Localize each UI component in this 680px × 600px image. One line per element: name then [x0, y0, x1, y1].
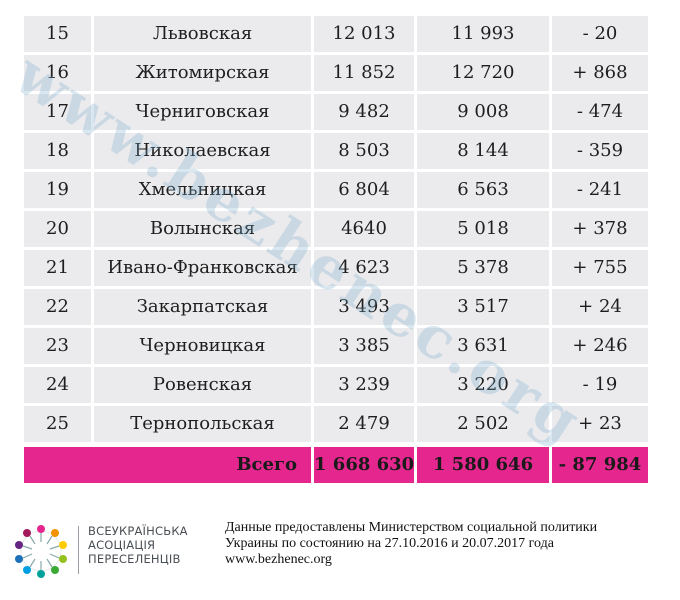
- value-2016: 8 503: [314, 133, 414, 169]
- footer: ВСЕУКРАЇНСЬКА АСОЦІАЦІЯ ПЕРЕСЕЛЕНЦІВ Дан…: [0, 512, 680, 592]
- value-2016: 2 479: [314, 406, 414, 442]
- table-row: 23 Черновицкая 3 385 3 631 + 246: [24, 328, 648, 364]
- org-line: ПЕРЕСЕЛЕНЦІВ: [88, 552, 181, 566]
- value-2017: 8 144: [417, 133, 549, 169]
- row-number: 17: [24, 94, 91, 130]
- value-diff: - 359: [552, 133, 648, 169]
- value-diff: + 378: [552, 211, 648, 247]
- value-2017: 12 720: [417, 55, 549, 91]
- value-2016: 3 493: [314, 289, 414, 325]
- value-2016: 3 385: [314, 328, 414, 364]
- source-line: Данные предоставлены Министерством социа…: [225, 520, 598, 535]
- region-name: Черниговская: [94, 94, 311, 130]
- region-name: Хмельницкая: [94, 172, 311, 208]
- table-row: 15 Львовская 12 013 11 993 - 20: [24, 16, 648, 52]
- table-row: 21 Ивано-Франковская 4 623 5 378 + 755: [24, 250, 648, 286]
- value-2016: 4 623: [314, 250, 414, 286]
- total-label: Всего: [24, 447, 311, 483]
- row-number: 19: [24, 172, 91, 208]
- row-number: 22: [24, 289, 91, 325]
- region-name: Ровенская: [94, 367, 311, 403]
- value-diff: + 755: [552, 250, 648, 286]
- region-name: Николаевская: [94, 133, 311, 169]
- source-note: Данные предоставлены Министерством социа…: [225, 520, 675, 568]
- row-number: 15: [24, 16, 91, 52]
- region-name: Житомирская: [94, 55, 311, 91]
- value-2017: 6 563: [417, 172, 549, 208]
- value-2016: 12 013: [314, 16, 414, 52]
- value-2017: 3 631: [417, 328, 549, 364]
- table-row: 25 Тернопольская 2 479 2 502 + 23: [24, 406, 648, 442]
- value-diff: - 20: [552, 16, 648, 52]
- value-2016: 3 239: [314, 367, 414, 403]
- total-2016: 1 668 630: [314, 447, 414, 483]
- region-name: Закарпатская: [94, 289, 311, 325]
- footer-divider: [78, 526, 79, 574]
- total-row: Всего 1 668 630 1 580 646 - 87 984: [24, 447, 648, 483]
- region-name: Черновицкая: [94, 328, 311, 364]
- value-2017: 3 220: [417, 367, 549, 403]
- region-name: Ивано-Франковская: [94, 250, 311, 286]
- value-diff: + 23: [552, 406, 648, 442]
- row-number: 24: [24, 367, 91, 403]
- value-diff: - 241: [552, 172, 648, 208]
- value-diff: + 24: [552, 289, 648, 325]
- organization-name: ВСЕУКРАЇНСЬКА АСОЦІАЦІЯ ПЕРЕСЕЛЕНЦІВ: [88, 524, 208, 566]
- value-2016: 4640: [314, 211, 414, 247]
- region-name: Львовская: [94, 16, 311, 52]
- value-diff: - 474: [552, 94, 648, 130]
- row-number: 20: [24, 211, 91, 247]
- row-number: 18: [24, 133, 91, 169]
- table-row: 24 Ровенская 3 239 3 220 - 19: [24, 367, 648, 403]
- value-2016: 9 482: [314, 94, 414, 130]
- row-number: 23: [24, 328, 91, 364]
- org-line: АСОЦІАЦІЯ: [88, 538, 156, 552]
- table-row: 16 Житомирская 11 852 12 720 + 868: [24, 55, 648, 91]
- association-logo-icon: [15, 525, 67, 578]
- row-number: 21: [24, 250, 91, 286]
- total-2017: 1 580 646: [417, 447, 549, 483]
- value-2017: 5 378: [417, 250, 549, 286]
- total-diff: - 87 984: [552, 447, 648, 483]
- table-row: 19 Хмельницкая 6 804 6 563 - 241: [24, 172, 648, 208]
- row-number: 25: [24, 406, 91, 442]
- value-2017: 11 993: [417, 16, 549, 52]
- table-row: 22 Закарпатская 3 493 3 517 + 24: [24, 289, 648, 325]
- value-2017: 5 018: [417, 211, 549, 247]
- org-line: ВСЕУКРАЇНСЬКА: [88, 524, 188, 538]
- table-row: 17 Черниговская 9 482 9 008 - 474: [24, 94, 648, 130]
- value-2016: 11 852: [314, 55, 414, 91]
- value-diff: + 246: [552, 328, 648, 364]
- value-2017: 9 008: [417, 94, 549, 130]
- source-line: Украины по состоянию на 27.10.2016 и 20.…: [225, 536, 554, 551]
- table-row: 18 Николаевская 8 503 8 144 - 359: [24, 133, 648, 169]
- value-diff: - 19: [552, 367, 648, 403]
- row-number: 16: [24, 55, 91, 91]
- value-2017: 3 517: [417, 289, 549, 325]
- table-row: 20 Волынская 4640 5 018 + 378: [24, 211, 648, 247]
- region-name: Волынская: [94, 211, 311, 247]
- region-name: Тернопольская: [94, 406, 311, 442]
- value-diff: + 868: [552, 55, 648, 91]
- value-2017: 2 502: [417, 406, 549, 442]
- value-2016: 6 804: [314, 172, 414, 208]
- source-link[interactable]: www.bezhenec.org: [225, 552, 332, 567]
